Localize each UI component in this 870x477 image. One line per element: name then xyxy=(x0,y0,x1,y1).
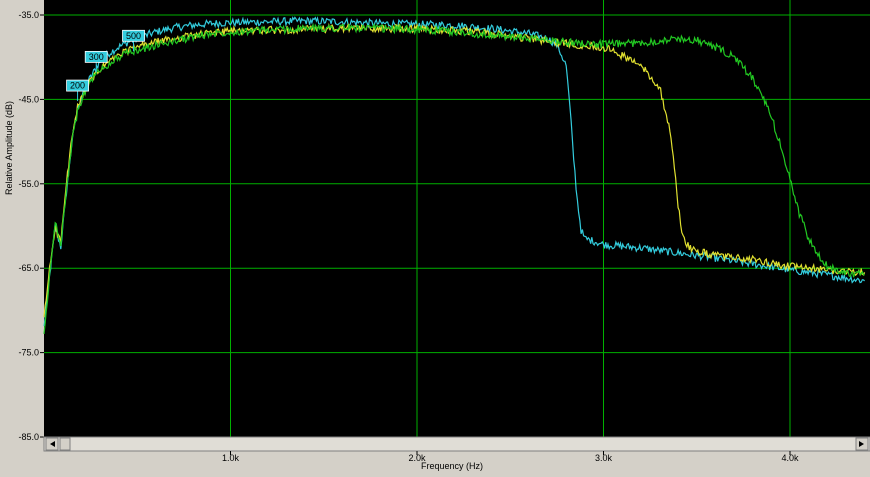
marker-box xyxy=(84,50,108,63)
arrow-right-icon xyxy=(859,441,864,447)
y-axis-label: Relative Amplitude (dB) xyxy=(4,101,14,195)
grid xyxy=(44,0,870,437)
marker-label: 500 xyxy=(126,31,141,41)
frequency-marker[interactable]: 500 xyxy=(122,29,145,52)
marker-box xyxy=(122,29,145,42)
x-tick-label: 4.0k xyxy=(781,453,799,463)
y-tick-label: -85.0 xyxy=(18,432,39,442)
horizontal-scrollbar[interactable] xyxy=(43,436,870,452)
series-line-3 xyxy=(43,22,865,334)
y-tick-label: -55.0 xyxy=(18,179,39,189)
marker-box xyxy=(66,79,89,92)
scroll-right-button[interactable] xyxy=(855,437,869,451)
frequency-marker[interactable]: 300 xyxy=(84,50,108,73)
y-tick-label: -65.0 xyxy=(18,263,39,273)
x-axis-ticks: 1.0k 2.0k 3.0k 4.0k xyxy=(222,451,799,463)
series-group xyxy=(43,16,866,334)
scroll-left-button[interactable] xyxy=(45,437,59,451)
y-axis-ticks: -35.0 -45.0 -55.0 -65.0 -75.0 -85.0 xyxy=(18,10,44,442)
y-tick-label: -75.0 xyxy=(18,348,39,358)
scroll-thumb[interactable] xyxy=(59,437,71,451)
marker-group: 200 300 500 xyxy=(66,29,145,102)
y-tick-label: -45.0 xyxy=(18,94,39,104)
x-tick-label: 1.0k xyxy=(222,453,240,463)
arrow-left-icon xyxy=(50,441,55,447)
x-tick-label: 3.0k xyxy=(595,453,613,463)
x-axis-label: Frequency (Hz) xyxy=(421,461,483,471)
marker-label: 200 xyxy=(70,81,85,91)
plot-area xyxy=(44,0,870,437)
x-tick-label: 2.0k xyxy=(408,453,426,463)
frequency-marker[interactable]: 200 xyxy=(66,79,89,102)
y-tick-label: -35.0 xyxy=(18,10,39,20)
marker-label: 300 xyxy=(89,52,104,62)
